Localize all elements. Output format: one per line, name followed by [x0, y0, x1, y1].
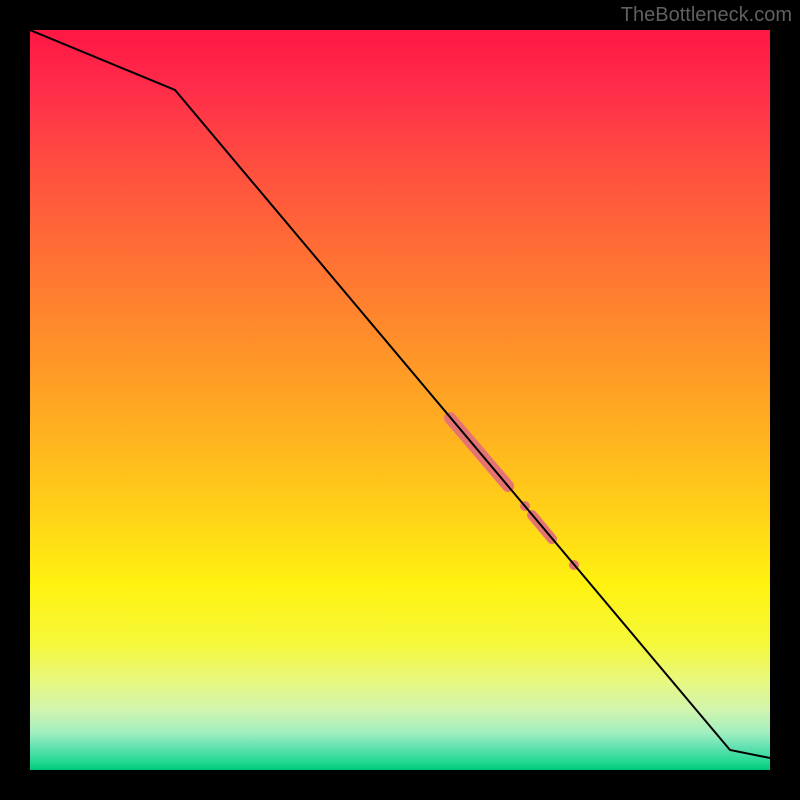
gradient-background — [30, 30, 770, 770]
chart-area — [30, 30, 770, 770]
watermark-text: TheBottleneck.com — [621, 4, 792, 27]
chart-svg — [30, 30, 770, 770]
